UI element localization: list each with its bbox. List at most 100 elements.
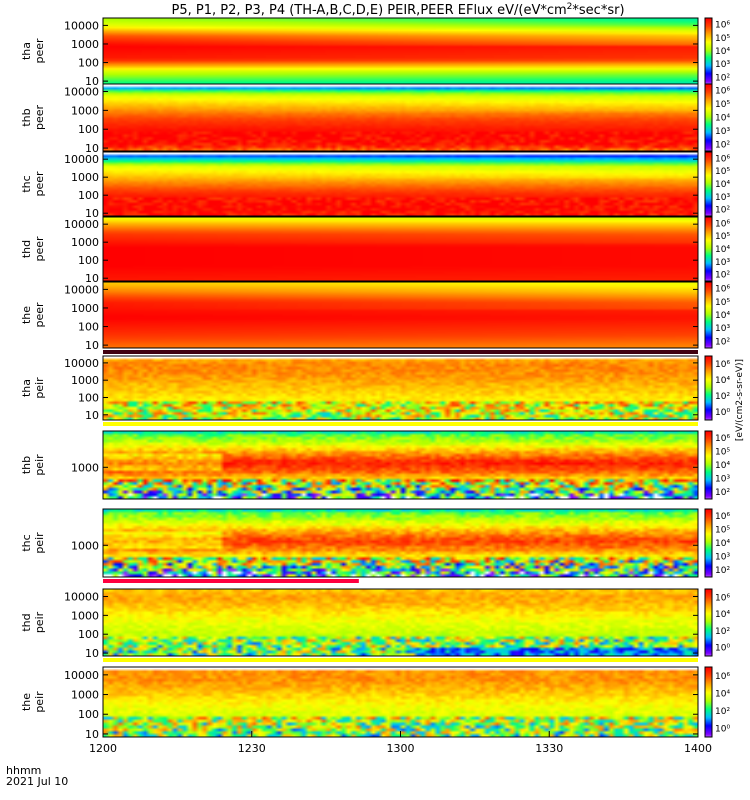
y-tick-label: 1000 xyxy=(71,38,99,51)
panel-probe-label: thb xyxy=(20,456,33,474)
colorbar-tick-label: 10³ xyxy=(715,193,730,203)
panel-species-label: peir xyxy=(33,454,46,476)
colorbar-tick-label: 10⁴ xyxy=(715,461,730,471)
y-tick-label: 100 xyxy=(78,628,99,641)
colorbar-frame xyxy=(704,355,713,421)
colorbar-tick-label: 10⁵ xyxy=(715,232,730,242)
y-tick-label: 10 xyxy=(85,75,99,88)
y-tick-label: 100 xyxy=(78,57,99,70)
panel-probe-label: thd xyxy=(20,240,33,258)
colorbar-frame xyxy=(704,83,713,152)
heatmap-image xyxy=(103,589,698,656)
panel-probe-label: tha xyxy=(20,42,33,60)
panel-thd-peir: 10000 1000 100 10 thd peir 10⁶ 10⁴ 10² 10⁰ xyxy=(20,588,730,662)
panel-thb-peer: 10000 1000 100 10 thb peer 10⁶ 10⁵ 10⁴ 10³ 10² xyxy=(20,83,730,155)
colorbar-tick-label: 10⁶ xyxy=(715,672,730,682)
panel-the-peer: 10000 1000 100 10 the peer 10⁶ 10⁵ 10⁴ 10³ 10² xyxy=(20,281,730,354)
y-tick-label: 100 xyxy=(78,123,99,136)
colorbar-frame xyxy=(704,430,713,500)
quality-flag-bar xyxy=(103,658,698,662)
panel-frame xyxy=(102,355,699,421)
panel-probe-label: thb xyxy=(20,108,33,126)
colorbar-tick-label: 10⁵ xyxy=(715,447,730,457)
panel-thc-peer: 10000 1000 100 10 thc peer 10⁶ 10⁵ 10⁴ 10³ 10² xyxy=(20,151,730,220)
colorbar-tick-label: 10² xyxy=(715,140,730,150)
heatmap-image xyxy=(103,431,698,499)
y-tick-label: 10000 xyxy=(64,153,99,166)
colorbar-tick-label: 10² xyxy=(715,271,730,281)
y-tick-label: 10000 xyxy=(64,19,99,32)
quality-flag-bar xyxy=(103,350,698,354)
colorbar-tick-label: 10² xyxy=(715,337,730,347)
colorbar xyxy=(705,282,712,348)
colorbar-tick-label: 10⁵ xyxy=(715,525,730,535)
colorbar xyxy=(705,431,712,499)
colorbar-tick-label: 10³ xyxy=(715,324,730,334)
panel-thb-peir: 1000 thb peir 10⁶ 10⁵ 10⁴ 10³ 10² xyxy=(20,430,730,500)
colorbar-tick-label: 10² xyxy=(715,566,730,576)
colorbar-tick-label: 10⁶ xyxy=(715,21,730,31)
panel-species-label: peer xyxy=(33,302,46,328)
colorbar-tick-label: 10² xyxy=(715,392,730,402)
panel-probe-label: thc xyxy=(20,534,33,551)
y-tick-label: 1000 xyxy=(71,104,99,117)
panel-species-label: peer xyxy=(33,236,46,262)
colorbar-tick-label: 10⁴ xyxy=(715,47,730,57)
colorbar-frame xyxy=(704,588,713,657)
x-axis: 1200 1230 1300 1330 1400 xyxy=(89,731,712,755)
y-tick-label: 10000 xyxy=(64,86,99,99)
panel-frame xyxy=(102,151,699,217)
y-tick-label: 1000 xyxy=(71,689,99,702)
colorbar xyxy=(705,667,712,737)
y-tick-label: 100 xyxy=(78,321,99,334)
colorbar xyxy=(705,217,712,281)
colorbar-tick-label: 10⁶ xyxy=(715,154,730,164)
y-tick-label: 10 xyxy=(85,728,99,741)
figure-title: P5, P1, P2, P3, P4 (TH-A,B,C,D,E) PEIR,P… xyxy=(171,2,624,18)
y-tick-label: 1000 xyxy=(71,302,99,315)
y-tick-label: 1000 xyxy=(71,461,99,474)
colorbar-tick-label: 10⁵ xyxy=(715,167,730,177)
colorbar-tick-label: 10⁵ xyxy=(715,34,730,44)
y-tick-label: 1000 xyxy=(71,539,99,552)
panel-frame xyxy=(102,430,699,500)
panel-the-peir: 10000 1000 100 10 the peir 10⁶ 10⁴ 10² 10⁰ xyxy=(20,666,730,741)
y-tick-label: 10000 xyxy=(64,218,99,231)
colorbar-tick-label: 10⁴ xyxy=(715,610,730,620)
panel-frame xyxy=(102,588,699,657)
colorbar-tick-label: 10² xyxy=(715,206,730,216)
panel-thc-peir: 1000 thc peir 10⁶ 10⁵ 10⁴ 10³ 10² xyxy=(20,508,730,583)
panel-tha-peir: 10000 1000 100 10 tha peir 10⁶ 10⁴ 10² 10⁰ xyxy=(20,355,730,426)
y-tick-label: 10000 xyxy=(64,283,99,296)
panel-frame xyxy=(102,508,699,578)
colorbar-tick-label: 10⁴ xyxy=(715,245,730,255)
y-tick-label: 100 xyxy=(78,391,99,404)
colorbar-tick-label: 10² xyxy=(715,488,730,498)
colorbar-tick-label: 10⁰ xyxy=(715,408,730,418)
colorbar-tick-label: 10² xyxy=(715,707,730,717)
colorbar xyxy=(705,509,712,577)
colorbar-frame xyxy=(704,281,713,349)
footer-date-label: 2021 Jul 10 xyxy=(6,775,68,788)
colorbar-frame xyxy=(704,151,713,217)
colorbar-tick-label: 10⁴ xyxy=(715,376,730,386)
panel-frame xyxy=(102,216,699,282)
heatmap-image xyxy=(103,667,698,737)
y-tick-label: 10 xyxy=(85,339,99,352)
quality-flag-bar xyxy=(103,579,359,583)
colorbar-tick-label: 10² xyxy=(715,73,730,83)
footer-time-label: hhmm xyxy=(6,764,41,777)
colorbar xyxy=(705,152,712,216)
heatmap-image xyxy=(103,282,698,348)
heatmap-image xyxy=(103,509,698,577)
panel-species-label: peir xyxy=(33,532,46,554)
y-tick-label: 100 xyxy=(78,189,99,202)
y-tick-label: 10000 xyxy=(64,357,99,370)
y-tick-label: 10 xyxy=(85,647,99,660)
colorbar-tick-label: 10³ xyxy=(715,60,730,70)
colorbar-tick-label: 10⁴ xyxy=(715,180,730,190)
y-tick-label: 1000 xyxy=(71,236,99,249)
panel-species-label: peer xyxy=(33,38,46,64)
colorbar-tick-label: 10⁰ xyxy=(715,724,730,734)
colorbar-tick-label: 10³ xyxy=(715,127,730,137)
